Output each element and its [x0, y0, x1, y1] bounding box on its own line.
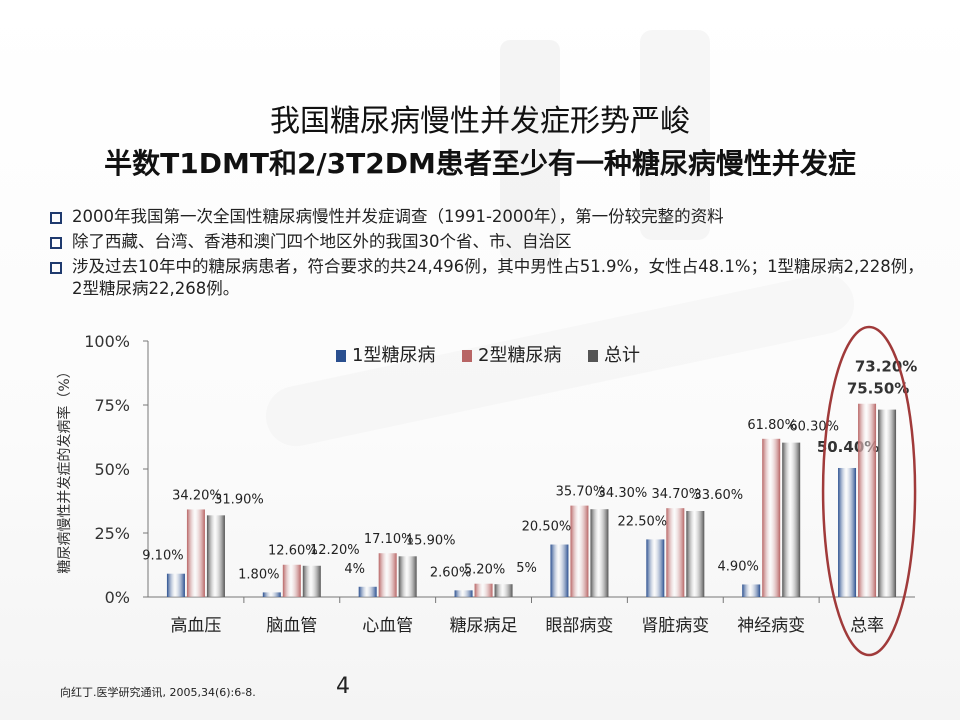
bar: [454, 590, 473, 597]
y-tick-label: 100%: [84, 332, 130, 351]
x-category-label: 糖尿病足: [450, 616, 518, 636]
bar: [762, 438, 781, 597]
bar: [858, 403, 877, 597]
data-label: 4%: [344, 562, 365, 577]
data-label: 35.70%: [556, 485, 606, 500]
legend-swatch: [588, 350, 598, 362]
bullet-text: 除了西藏、台湾、香港和澳门四个地区外的我国30个省、市、自治区: [72, 232, 572, 251]
data-label: 9.10%: [142, 549, 183, 564]
x-category-label: 神经病变: [737, 616, 805, 636]
y-axis-title: 糖尿病慢性并发症的发病率（%）: [56, 364, 73, 573]
y-tick-label: 25%: [94, 524, 130, 543]
bar: [302, 565, 321, 597]
x-category-label: 心血管: [362, 616, 413, 636]
highlight-ellipse: [821, 325, 917, 657]
x-category-label: 眼部病变: [545, 616, 613, 636]
data-label: 20.50%: [522, 520, 572, 535]
legend-label: 总计: [604, 345, 640, 366]
data-label: 34.70%: [652, 487, 702, 502]
bar: [590, 509, 609, 597]
data-label: 34.20%: [172, 488, 222, 503]
square-bullet-icon: [50, 212, 62, 224]
y-tick-label: 75%: [94, 396, 130, 415]
data-label: 22.50%: [618, 514, 668, 529]
data-label: 5%: [516, 561, 537, 576]
bar: [474, 583, 493, 597]
bullet-item: 涉及过去10年中的糖尿病患者，符合要求的共24,496例，其中男性占51.9%，…: [48, 256, 928, 300]
square-bullet-icon: [50, 237, 62, 249]
x-category-label: 肾脏病变: [641, 616, 709, 636]
data-label: 31.90%: [214, 492, 264, 507]
page-title: 我国糖尿病慢性并发症形势严峻: [270, 104, 690, 139]
bar: [398, 556, 417, 597]
x-category-label: 高血压: [170, 616, 221, 636]
bar: [646, 539, 665, 597]
legend-label: 1型糖尿病: [352, 345, 435, 366]
bar: [686, 510, 705, 597]
data-label: 17.10%: [364, 532, 414, 547]
page-number: 4: [336, 674, 350, 699]
data-label: 4.90%: [718, 559, 759, 574]
data-label: 73.20%: [855, 358, 917, 376]
bullet-text: 2000年我国第一次全国性糖尿病慢性并发症调查（1991-2000年），第一份较…: [72, 207, 724, 226]
legend-label: 2型糖尿病: [478, 345, 561, 366]
data-label: 12.60%: [268, 544, 318, 559]
data-label: 5.20%: [464, 563, 505, 578]
data-label: 1.80%: [238, 567, 279, 582]
page-subtitle: 半数T1DMT和2/3T2DM患者至少有一种糖尿病慢性并发症: [104, 147, 856, 180]
bar: [186, 509, 205, 597]
data-label: 60.30%: [789, 420, 839, 435]
legend-swatch: [336, 350, 346, 362]
bar: [782, 442, 801, 597]
data-label: 61.80%: [747, 418, 797, 433]
bar-chart: 0% 25% 50% 75% 100% 糖尿病慢性并发症的发病率（%） 高血压 9.10% 34…: [56, 325, 917, 657]
bar: [358, 586, 377, 597]
bar: [494, 584, 513, 597]
bar: [570, 505, 589, 597]
x-category-label: 脑血管: [266, 616, 317, 636]
data-label: 12.20%: [310, 543, 360, 558]
bar: [878, 409, 897, 597]
bar: [206, 515, 225, 597]
square-bullet-icon: [50, 262, 62, 274]
legend-swatch: [462, 350, 472, 362]
data-label: 2.60%: [430, 565, 471, 580]
bar: [262, 592, 281, 597]
data-label: 15.90%: [406, 533, 456, 548]
y-tick-label: 50%: [94, 460, 130, 479]
bar: [378, 553, 397, 597]
bar: [282, 564, 301, 597]
bullet-text: 涉及过去10年中的糖尿病患者，符合要求的共24,496例，其中男性占51.9%，…: [72, 257, 924, 298]
bar: [666, 508, 685, 597]
data-label: 34.30%: [598, 486, 648, 501]
y-tick-label: 0%: [105, 588, 130, 607]
bullet-list: 2000年我国第一次全国性糖尿病慢性并发症调查（1991-2000年），第一份较…: [48, 206, 928, 303]
bullet-item: 2000年我国第一次全国性糖尿病慢性并发症调查（1991-2000年），第一份较…: [48, 206, 928, 228]
bar: [838, 467, 857, 597]
x-category-label: 总率: [850, 616, 884, 636]
bar: [166, 573, 185, 597]
bar: [550, 544, 569, 597]
citation: 向红丁.医学研究通讯, 2005,34(6):6-8.: [60, 686, 256, 699]
bar: [742, 584, 761, 597]
data-label: 75.50%: [847, 380, 909, 398]
data-label: 33.60%: [694, 488, 744, 503]
bullet-item: 除了西藏、台湾、香港和澳门四个地区外的我国30个省、市、自治区: [48, 231, 928, 253]
